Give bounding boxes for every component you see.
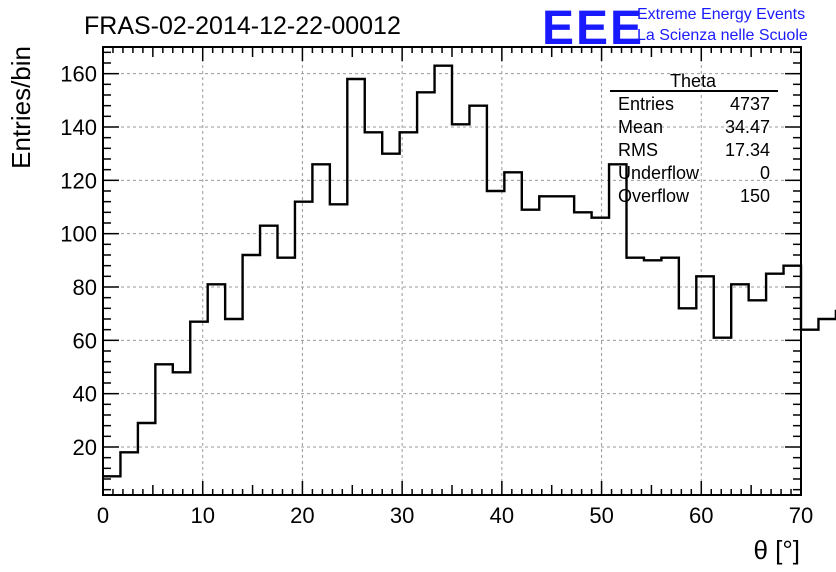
- chart-title: FRAS-02-2014-12-22-00012: [84, 12, 401, 40]
- y-tick-label: 80: [73, 275, 97, 300]
- histogram-bin: [714, 338, 731, 495]
- y-axis-ticks: 20 40 60 80 100 120 140 160: [60, 51, 801, 491]
- histogram-bin: [522, 210, 539, 495]
- histogram-bin: [627, 258, 644, 495]
- y-tick-label: 60: [73, 328, 97, 353]
- x-tick-label: 50: [589, 503, 613, 528]
- histogram-bin: [679, 308, 696, 495]
- histogram-bin: [801, 330, 818, 495]
- histogram-bin: [818, 319, 835, 495]
- histogram-bin: [661, 258, 678, 495]
- eee-logo: EEE Extreme Energy Events La Scienza nel…: [542, 2, 808, 55]
- histogram-bin: [749, 300, 766, 495]
- histogram-bin: [731, 284, 748, 495]
- histogram-bin: [784, 266, 801, 495]
- y-tick-label: 40: [73, 382, 97, 407]
- histogram-step-line: [103, 64, 836, 478]
- stats-row-value: 4737: [730, 94, 770, 114]
- stats-row-label: Entries: [618, 94, 674, 114]
- y-tick-label: 20: [73, 435, 97, 460]
- x-tick-label: 70: [789, 503, 813, 528]
- histogram-bin: [696, 276, 713, 495]
- stats-row-value: 17.34: [725, 140, 770, 160]
- x-tick-label: 60: [689, 503, 713, 528]
- histogram-bin: [295, 202, 312, 495]
- histogram-bin: [312, 164, 329, 495]
- stats-row-value: 34.47: [725, 117, 770, 137]
- y-tick-label: 120: [60, 168, 97, 193]
- eee-logo-line1: Extreme Energy Events: [637, 6, 805, 23]
- histogram-bin: [592, 218, 609, 495]
- stats-row-label: Underflow: [618, 163, 700, 183]
- histogram-bin: [417, 92, 434, 495]
- histogram-bin: [347, 79, 364, 495]
- x-axis-title: θ [°]: [753, 535, 800, 565]
- stats-row-value: 150: [740, 186, 770, 206]
- histogram-bin: [382, 154, 399, 495]
- x-tick-label: 10: [190, 503, 214, 528]
- histogram-bin: [173, 372, 190, 495]
- histogram-bin: [155, 364, 172, 495]
- histogram-series: [103, 64, 836, 495]
- histogram-bin: [487, 191, 504, 495]
- histogram-bin: [365, 132, 382, 495]
- histogram-bin: [766, 274, 783, 495]
- histogram-bin: [452, 124, 469, 495]
- histogram-bin: [435, 66, 452, 495]
- histogram-bin: [644, 260, 661, 495]
- x-tick-label: 30: [390, 503, 414, 528]
- histogram-bin: [400, 132, 417, 495]
- stats-row-label: Mean: [618, 117, 663, 137]
- stats-box: Theta Entries 4737 Mean 34.47 RMS 17.34 Underf…: [610, 71, 778, 206]
- x-axis-ticks: 0 10 20 30 40 50 60 70: [97, 47, 813, 528]
- histogram-bin: [330, 204, 347, 495]
- histogram-bin: [243, 255, 260, 495]
- stats-box-title: Theta: [670, 71, 717, 91]
- histogram-bin: [138, 423, 155, 495]
- x-tick-label: 40: [490, 503, 514, 528]
- histogram-bin: [539, 196, 556, 495]
- histogram-bin: [609, 164, 626, 495]
- histogram-bin: [557, 196, 574, 495]
- histogram-bin: [504, 172, 521, 495]
- histogram-bin: [120, 452, 137, 495]
- histogram-bin: [208, 284, 225, 495]
- y-tick-label: 160: [60, 62, 97, 87]
- stats-row-label: RMS: [618, 140, 658, 160]
- stats-row-label: Overflow: [618, 186, 690, 206]
- histogram-bin: [190, 322, 207, 495]
- histogram-bin: [574, 212, 591, 495]
- y-tick-label: 100: [60, 222, 97, 247]
- stats-row-value: 0: [760, 163, 770, 183]
- histogram-bin: [278, 258, 295, 495]
- stats-rows: Entries 4737 Mean 34.47 RMS 17.34 Underflow 0 Ov…: [618, 94, 770, 206]
- x-tick-label: 0: [97, 503, 109, 528]
- y-axis-title: Entries/bin: [6, 46, 36, 169]
- grid-lines: [103, 47, 801, 495]
- eee-logo-line2: La Scienza nelle Scuole: [637, 27, 808, 44]
- histogram-bin: [260, 226, 277, 495]
- histogram-bin: [469, 106, 486, 495]
- y-tick-label: 140: [60, 115, 97, 140]
- histogram-bin: [225, 319, 242, 495]
- x-tick-label: 20: [290, 503, 314, 528]
